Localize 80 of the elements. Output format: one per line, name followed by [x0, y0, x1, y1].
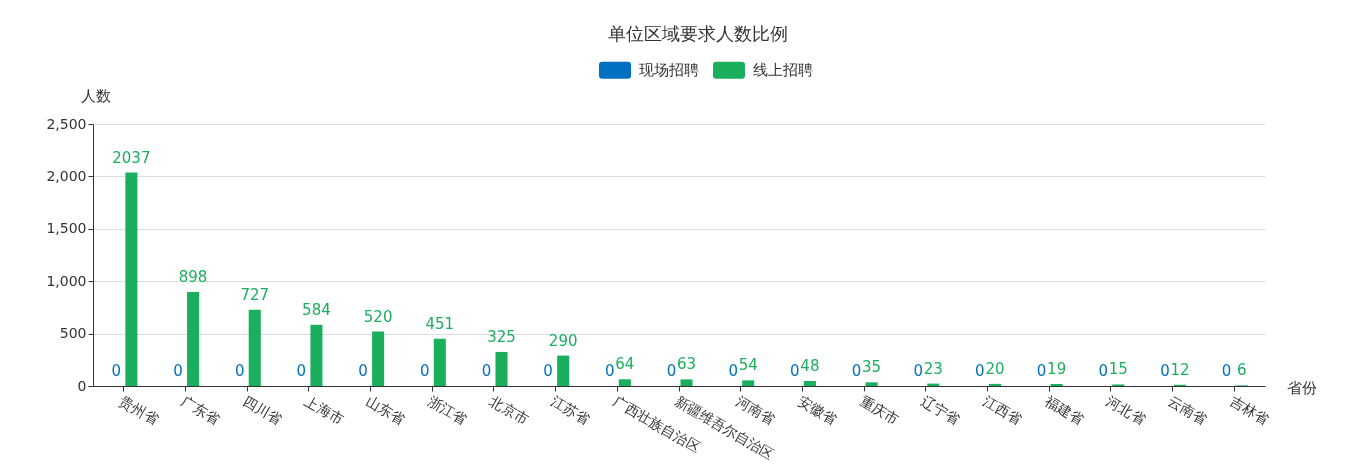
data-label: 0: [358, 362, 368, 380]
x-tick-label: 安徽省: [795, 392, 840, 428]
x-axis-title: 省份: [1286, 378, 1317, 397]
data-label: 325: [487, 327, 516, 346]
legend-label: 线上招聘: [753, 61, 813, 80]
y-tick-label: 1,000: [46, 272, 87, 289]
data-label: 6: [1236, 361, 1247, 380]
data-label: 0: [234, 362, 245, 380]
data-label: 35: [862, 358, 882, 377]
chart-title: 单位区域要求人数比例: [608, 23, 788, 44]
data-label: 0: [728, 362, 738, 380]
data-label: 0: [1160, 362, 1170, 380]
data-label: 23: [923, 359, 943, 378]
data-label: 20: [985, 359, 1005, 378]
x-tick-label: 重庆市: [857, 392, 902, 428]
data-label: 0: [1036, 362, 1047, 380]
data-label: 0: [296, 362, 307, 380]
legend-label: 现场招聘: [639, 61, 699, 80]
data-label: 0: [851, 362, 862, 380]
data-label: 12: [1170, 360, 1190, 379]
bar: [495, 351, 508, 386]
y-tick-label: 0: [77, 377, 87, 394]
data-label: 15: [1108, 360, 1128, 379]
data-label: 0: [975, 362, 985, 380]
data-label: 584: [302, 300, 331, 319]
data-label: 290: [548, 331, 578, 350]
data-label: 0: [1098, 362, 1109, 380]
x-tick-label: 贵州省: [116, 392, 162, 428]
y-tick-label: 500: [59, 325, 87, 342]
data-label: 0: [543, 362, 553, 380]
x-tick-label: 山东省: [363, 392, 408, 428]
x-tick-label: 河南省: [733, 392, 779, 428]
data-label: 54: [738, 356, 758, 375]
x-tick-label: 江西省: [980, 392, 1025, 428]
data-label: 727: [240, 285, 270, 304]
y-tick-label: 1,500: [46, 220, 87, 237]
data-label: 0: [666, 362, 677, 380]
data-label: 451: [425, 314, 455, 333]
y-tick-label: 2,500: [46, 115, 87, 132]
bar: [742, 380, 755, 386]
x-tick-label: 四川省: [240, 392, 285, 428]
x-tick-label: 吉林省: [1227, 392, 1272, 428]
x-tick-label: 福建省: [1042, 392, 1087, 428]
bar: [680, 379, 693, 386]
data-label: 0: [111, 362, 122, 380]
data-label: 63: [676, 355, 697, 374]
data-label: 64: [615, 355, 635, 374]
bar: [433, 338, 446, 386]
bar: [557, 355, 570, 386]
data-label: 0: [481, 362, 492, 380]
x-tick-label: 河北省: [1103, 392, 1149, 428]
data-label: 2037: [112, 148, 151, 167]
bar: [187, 291, 200, 386]
bar: [803, 380, 816, 386]
x-tick-label: 上海市: [301, 392, 347, 428]
data-label: 520: [363, 307, 393, 326]
data-label: 0: [173, 362, 183, 380]
bar: [988, 383, 1001, 386]
data-label: 0: [419, 362, 430, 380]
data-label: 0: [913, 362, 923, 380]
data-label: 48: [800, 356, 820, 375]
data-label: 19: [1047, 360, 1067, 379]
bar: [310, 324, 323, 386]
x-tick-label: 江苏省: [548, 392, 593, 428]
bar: [372, 331, 385, 386]
bar: [865, 382, 878, 386]
x-tick-label: 浙江省: [425, 392, 470, 428]
bar: [618, 379, 631, 386]
y-tick-label: 2,000: [46, 167, 87, 184]
data-label: 0: [790, 362, 800, 380]
y-axis-title: 人数: [80, 86, 111, 105]
data-label: 0: [1221, 362, 1232, 380]
x-tick-label: 北京市: [486, 392, 532, 428]
bar: [125, 172, 138, 386]
bar: [248, 309, 261, 386]
x-tick-label: 辽宁省: [918, 392, 964, 428]
x-tick-label: 云南省: [1165, 392, 1210, 428]
data-label: 0: [605, 362, 615, 380]
data-label: 898: [178, 267, 208, 286]
x-tick-label: 广东省: [178, 392, 223, 428]
